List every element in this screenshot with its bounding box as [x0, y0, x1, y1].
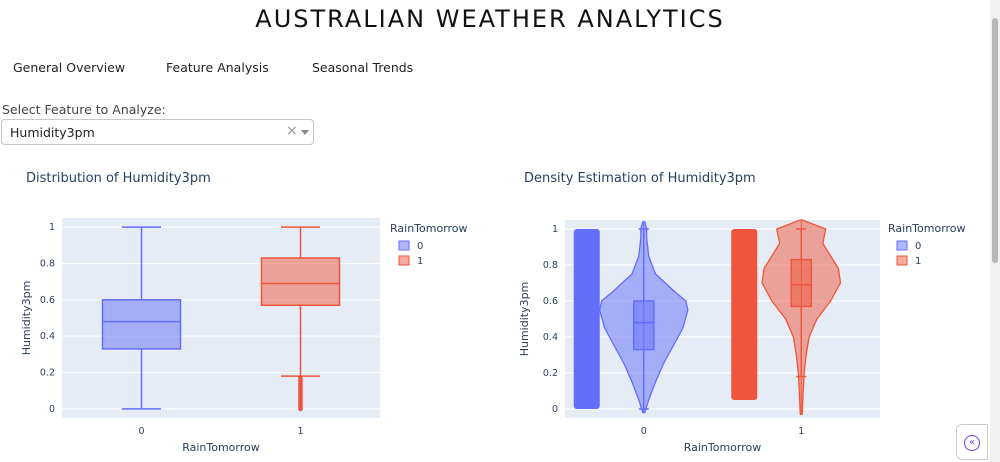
box-iqr — [790, 258, 812, 308]
y-tick-label: 0.2 — [543, 368, 558, 379]
y-tick-label: 0.4 — [543, 332, 558, 343]
x-tick-label: 1 — [798, 426, 804, 437]
outlier-point — [298, 375, 303, 381]
violin-plot-chart: Density Estimation of Humidity3pm 0 0.2 0.4… — [500, 160, 980, 460]
scrollbar-thumb[interactable] — [992, 18, 998, 263]
legend-label-0: 0 — [915, 241, 921, 252]
box-iqr — [633, 300, 655, 351]
feature-select[interactable]: Humidity3pm × — [1, 119, 314, 145]
legend-swatch-0 — [896, 240, 908, 251]
y-tick-label: 0.8 — [543, 260, 558, 271]
y-tick-label: 0.2 — [40, 368, 55, 379]
y-tick-label: 1 — [49, 222, 55, 233]
legend-label-1: 1 — [915, 256, 921, 267]
feature-select-label: Select Feature to Analyze: — [2, 102, 166, 117]
y-tick-label: 0.4 — [40, 331, 55, 342]
tab-feature-analysis[interactable]: Feature Analysis — [166, 60, 269, 75]
x-axis-title: RainTomorrow — [684, 441, 762, 454]
x-tick-label: 1 — [297, 426, 303, 437]
tab-general-overview[interactable]: General Overview — [13, 60, 126, 75]
scrollbar[interactable] — [990, 0, 1000, 462]
double-chevron-left-icon: « — [964, 435, 980, 451]
chart-title: Distribution of Humidity3pm — [26, 171, 211, 186]
y-axis-title: Humidity3pm — [20, 281, 33, 356]
legend-title: RainTomorrow — [888, 222, 966, 235]
x-axis-title: RainTomorrow — [182, 441, 260, 454]
x-tick-label: 0 — [641, 426, 647, 437]
legend-swatch-1 — [398, 255, 410, 266]
chart-title: Density Estimation of Humidity3pm — [524, 171, 756, 186]
y-tick-label: 0 — [49, 404, 55, 415]
chevron-down-icon[interactable] — [301, 130, 309, 135]
y-axis-title: Humidity3pm — [518, 282, 531, 357]
legend-swatch-1 — [896, 255, 908, 266]
legend-label-1: 1 — [417, 256, 423, 267]
page-title: AUSTRALIAN WEATHER ANALYTICS — [255, 5, 725, 33]
y-tick-label: 0.8 — [40, 258, 55, 269]
box-plot-chart: Distribution of Humidity3pm 0 0.2 0.4 0.6 0.8… — [0, 160, 490, 460]
sidebar-toggle-button[interactable]: « — [956, 424, 988, 460]
y-tick-label: 0.6 — [40, 295, 55, 306]
jitter-points — [731, 229, 758, 400]
y-tick-label: 0 — [552, 404, 558, 415]
x-tick-label: 0 — [138, 426, 144, 437]
box-iqr — [260, 257, 341, 307]
legend-label-0: 0 — [417, 241, 423, 252]
legend-title: RainTomorrow — [390, 222, 468, 235]
y-tick-label: 0.6 — [543, 296, 558, 307]
legend-swatch-0 — [398, 240, 410, 251]
tab-seasonal-trends[interactable]: Seasonal Trends — [312, 60, 414, 75]
clear-icon[interactable]: × — [286, 123, 298, 139]
feature-select-value: Humidity3pm — [10, 125, 95, 140]
y-tick-label: 1 — [552, 224, 558, 235]
jitter-points — [573, 229, 600, 409]
box-iqr — [101, 299, 182, 350]
